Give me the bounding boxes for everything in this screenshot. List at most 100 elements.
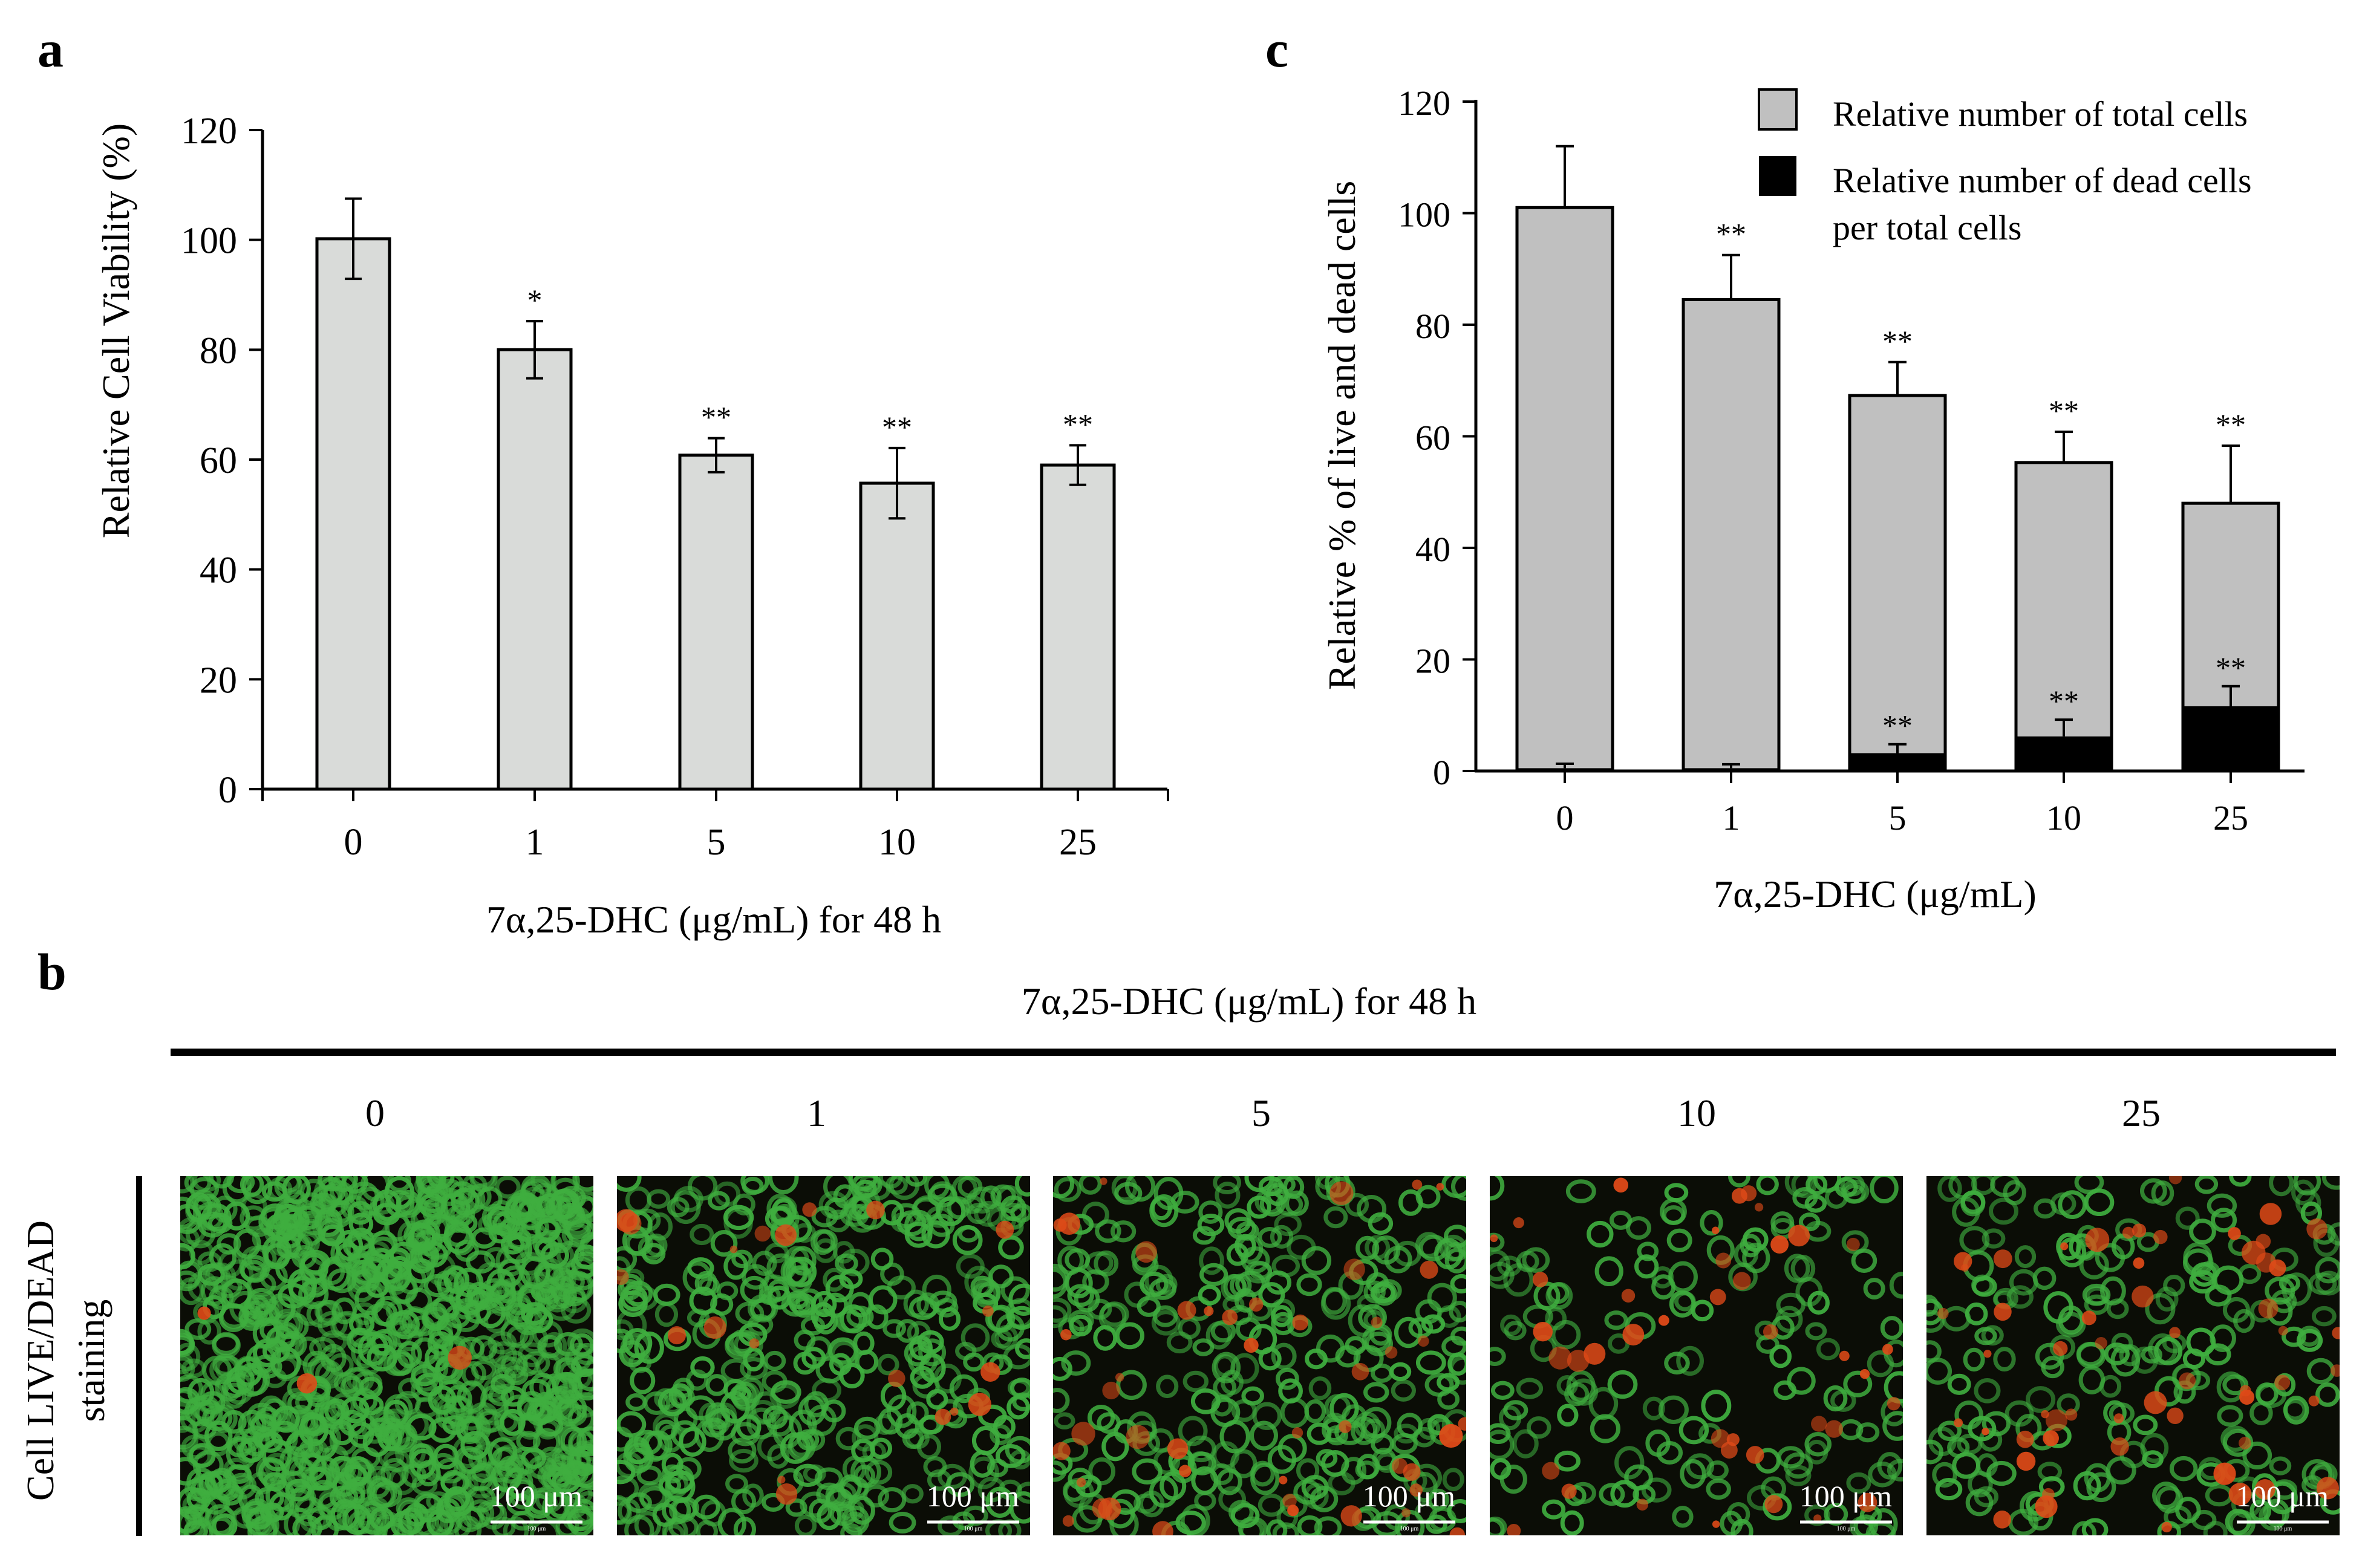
scale-bar-label: 100 μm xyxy=(1799,1479,1892,1513)
live-cell xyxy=(823,1176,853,1203)
live-cell xyxy=(1357,1294,1380,1313)
live-cell xyxy=(2269,1456,2292,1475)
live-cell xyxy=(1213,1176,1242,1194)
live-cell xyxy=(180,1217,206,1245)
live-cell xyxy=(1624,1464,1653,1491)
live-cell xyxy=(752,1251,777,1276)
live-cell xyxy=(690,1356,715,1379)
live-cell xyxy=(1069,1314,1093,1337)
live-cell xyxy=(241,1426,270,1457)
live-cell xyxy=(1198,1200,1223,1224)
live-cell xyxy=(2207,1193,2237,1218)
live-cell xyxy=(1678,1416,1709,1445)
live-cell xyxy=(1706,1460,1729,1481)
live-cell xyxy=(258,1431,284,1453)
live-cell xyxy=(1270,1225,1294,1249)
dead-cell xyxy=(2045,1409,2068,1431)
live-cell xyxy=(1215,1182,1241,1209)
live-cell xyxy=(1870,1176,1899,1204)
live-cell xyxy=(412,1243,440,1269)
dead-cell xyxy=(1248,1297,1264,1312)
live-cell xyxy=(1993,1347,2016,1372)
live-cell xyxy=(364,1497,389,1517)
live-cell xyxy=(276,1234,301,1260)
live-cell xyxy=(977,1477,1006,1503)
live-cell xyxy=(995,1444,1026,1468)
scale-bar-label: 100 μm xyxy=(927,1479,1019,1513)
live-cell xyxy=(978,1404,1007,1428)
dead-cell xyxy=(1882,1344,1893,1355)
live-cell xyxy=(1210,1320,1236,1343)
live-cell xyxy=(1014,1176,1030,1197)
live-cell xyxy=(1666,1228,1692,1252)
live-cell xyxy=(895,1319,919,1343)
live-cell xyxy=(330,1238,358,1268)
dead-cell xyxy=(1533,1321,1553,1342)
dead-cell xyxy=(1613,1177,1629,1193)
live-cell xyxy=(803,1464,826,1483)
live-cell xyxy=(762,1370,788,1393)
live-cell xyxy=(529,1196,555,1218)
live-cell xyxy=(1614,1446,1645,1480)
live-cell xyxy=(396,1497,422,1520)
live-cell xyxy=(1139,1271,1169,1297)
live-cell xyxy=(789,1431,814,1457)
live-cell xyxy=(535,1218,561,1242)
live-cell xyxy=(1676,1345,1704,1376)
dead-cell xyxy=(2331,1364,2340,1377)
live-cell xyxy=(1813,1176,1842,1193)
live-cell xyxy=(504,1394,535,1421)
live-cell xyxy=(868,1285,898,1315)
live-cell xyxy=(2049,1335,2076,1360)
dead-cell xyxy=(1135,1241,1157,1263)
live-cell xyxy=(328,1353,354,1377)
live-cell xyxy=(1115,1322,1144,1350)
live-cell xyxy=(2282,1272,2312,1306)
live-cell xyxy=(1236,1221,1259,1241)
live-cell xyxy=(1846,1472,1871,1494)
live-cell xyxy=(197,1318,221,1345)
live-cell xyxy=(180,1260,203,1289)
dead-cell xyxy=(1401,1508,1411,1518)
live-cell xyxy=(1625,1216,1651,1240)
panel-b-row-label-1: Cell LIVE/DEAD xyxy=(19,1220,62,1501)
live-cell xyxy=(2296,1329,2323,1352)
live-cell xyxy=(971,1426,1000,1456)
live-cell xyxy=(967,1203,991,1225)
live-cell xyxy=(1314,1516,1342,1535)
dead-cell xyxy=(667,1326,687,1345)
live-cell xyxy=(2058,1190,2087,1220)
live-cell xyxy=(1439,1234,1466,1262)
y-tick-label: 20 xyxy=(200,660,237,701)
dead-cell xyxy=(2213,1462,2236,1485)
live-cell xyxy=(763,1350,786,1371)
live-cell xyxy=(710,1230,738,1257)
dead-cell xyxy=(802,1202,817,1217)
live-cell xyxy=(465,1485,497,1513)
live-cell xyxy=(720,1391,750,1423)
live-cell xyxy=(1363,1280,1386,1304)
live-cell xyxy=(1816,1338,1841,1361)
live-cell xyxy=(1795,1277,1823,1307)
live-cell xyxy=(2073,1471,2101,1501)
live-cell xyxy=(1384,1246,1412,1274)
panel-b: b 7α,25-DHC (μg/mL) for 48 h Cell LIVE/D… xyxy=(19,943,2340,1536)
live-cell xyxy=(558,1403,587,1427)
live-cell xyxy=(1634,1254,1659,1279)
live-cell xyxy=(835,1309,863,1333)
dead-cell xyxy=(1436,1183,1444,1191)
live-cell xyxy=(1935,1478,1963,1501)
live-cell xyxy=(2291,1179,2315,1206)
live-cell xyxy=(1356,1194,1387,1223)
live-cell xyxy=(510,1446,540,1475)
live-cell xyxy=(1231,1399,1257,1422)
panel-b-label: b xyxy=(38,943,67,1001)
live-cell xyxy=(1937,1420,1962,1442)
live-cell xyxy=(1542,1499,1566,1520)
live-cell xyxy=(504,1454,530,1479)
dead-cell xyxy=(2161,1521,2172,1533)
live-cell xyxy=(1512,1429,1539,1459)
bar-total xyxy=(1682,298,1781,773)
live-cell xyxy=(947,1196,970,1220)
live-cell xyxy=(710,1293,734,1316)
